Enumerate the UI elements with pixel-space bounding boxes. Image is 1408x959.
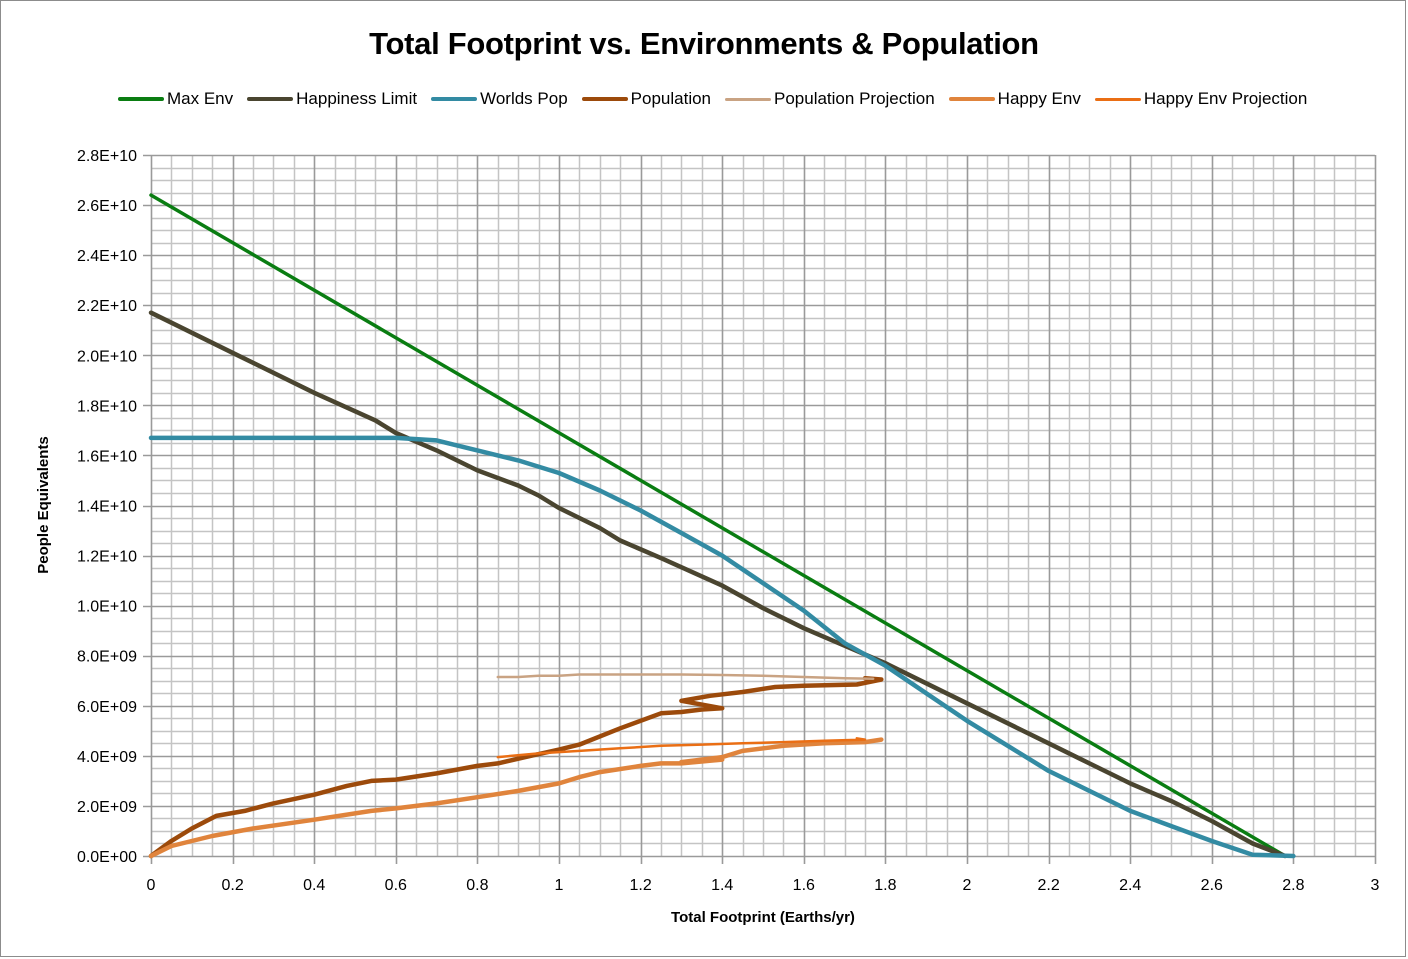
- x-tick-label: 2.8: [1282, 877, 1304, 894]
- y-tick-label: 2.4E+10: [77, 248, 137, 265]
- x-tick-labels: 0 0.2 0.4 0.6 0.8 1 1.2 1.4 1.6 1.8 2 2.2 2.4 2.6 2.8 3: [147, 877, 1380, 894]
- x-tick-label: 2.2: [1037, 877, 1059, 894]
- legend-label: Max Env: [167, 89, 234, 108]
- x-tick-label: 0.4: [303, 877, 325, 894]
- legend-swatch: [1094, 97, 1141, 101]
- legend: Max Env Happiness Limit Worlds Pop Populati…: [118, 87, 1321, 111]
- legend-swatch: [725, 97, 771, 101]
- legend-label: Population: [630, 89, 711, 108]
- y-tick-label: 1.8E+10: [77, 398, 137, 415]
- x-tick-label: 0.8: [466, 877, 488, 894]
- legend-swatch: [431, 97, 478, 101]
- grid: [143, 154, 1377, 864]
- series-line-population: [148, 675, 884, 859]
- x-tick-label: 1.2: [629, 877, 651, 894]
- x-tick-label: 3: [1371, 877, 1380, 894]
- x-tick-label: 1.6: [793, 877, 815, 894]
- legend-label: Happy Env Projection: [1143, 89, 1308, 108]
- y-tick-label: 1.6E+10: [77, 448, 137, 465]
- x-axis-title: Total Footprint (Earths/yr): [671, 909, 855, 926]
- legend-item-population: Population: [581, 89, 711, 109]
- legend-item-population-projection: Population Projection: [725, 89, 935, 109]
- legend-label: Happy Env: [997, 89, 1081, 108]
- x-tick-label: 0: [147, 877, 156, 894]
- x-tick-label: 1.8: [874, 877, 896, 894]
- y-tick-label: 2.6E+10: [77, 198, 137, 215]
- y-tick-labels: 0.0E+00 2.0E+09 4.0E+09 6.0E+09 8.0E+09 1.0E+…: [77, 148, 137, 866]
- legend-item-happiness-limit: Happiness Limit: [247, 89, 417, 109]
- series-layer: [148, 193, 1296, 859]
- y-tick-label: 1.0E+10: [77, 599, 137, 616]
- legend-item-happy-env-projection: Happy Env Projection: [1094, 89, 1308, 109]
- x-tick-label: 0.6: [385, 877, 407, 894]
- y-tick-label: 2.0E+09: [77, 799, 137, 816]
- legend-swatch: [118, 97, 164, 101]
- series-line-happiness-limit: [148, 310, 1288, 859]
- series-line-population-projection: [496, 673, 875, 680]
- series-line-happy-env-projection: [496, 737, 867, 759]
- x-tick-label: 2.4: [1119, 877, 1141, 894]
- chart-title: Total Footprint vs. Environments & Popul…: [369, 26, 1039, 61]
- legend-label: Population Projection: [774, 89, 935, 108]
- legend-item-max-env: Max Env: [118, 89, 233, 109]
- x-tick-label: 2: [963, 877, 972, 894]
- legend-label: Worlds Pop: [480, 89, 568, 108]
- y-tick-label: 4.0E+09: [77, 749, 137, 766]
- y-tick-label: 2.0E+10: [77, 348, 137, 365]
- y-tick-label: 0.0E+00: [77, 849, 137, 866]
- legend-swatch: [247, 97, 294, 101]
- y-tick-label: 8.0E+09: [77, 649, 137, 666]
- y-tick-label: 1.2E+10: [77, 549, 137, 566]
- y-tick-label: 1.4E+10: [77, 499, 137, 516]
- legend-item-worlds-pop: Worlds Pop: [431, 89, 568, 109]
- x-tick-label: 0.2: [221, 877, 243, 894]
- legend-label: Happiness Limit: [296, 89, 418, 108]
- series-line-worlds-pop: [148, 435, 1296, 859]
- legend-swatch: [581, 97, 628, 101]
- x-tick-label: 1.4: [711, 877, 733, 894]
- legend-item-happy-env: Happy Env: [948, 89, 1081, 109]
- series-line-max-env: [149, 193, 1287, 858]
- y-tick-label: 6.0E+09: [77, 699, 137, 716]
- x-tick-label: 2.6: [1201, 877, 1223, 894]
- y-tick-label: 2.8E+10: [77, 148, 137, 165]
- x-tick-label: 1: [555, 877, 564, 894]
- legend-swatch: [948, 97, 995, 101]
- y-tick-label: 2.2E+10: [77, 298, 137, 315]
- y-axis-title: People Equivalents: [35, 436, 52, 574]
- series-line-happy-env: [148, 737, 884, 859]
